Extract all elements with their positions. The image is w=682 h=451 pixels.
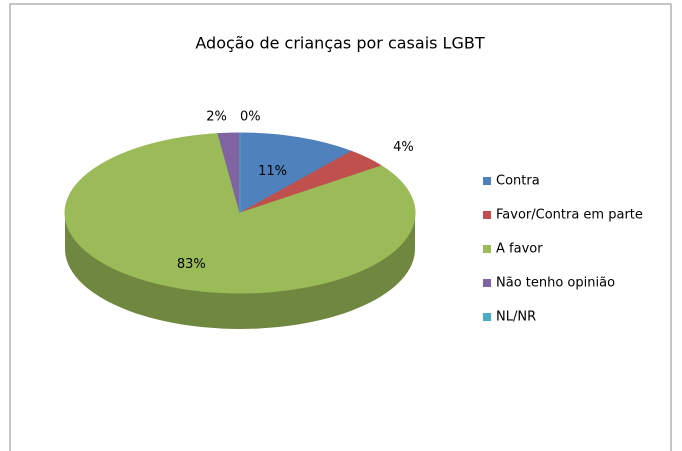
legend-swatch (483, 313, 491, 321)
chart-title: Adoção de crianças por casais LGBT (195, 34, 484, 53)
legend-label: Contra (496, 174, 540, 189)
legend-label: NL/NR (496, 310, 536, 325)
legend-swatch (483, 245, 491, 253)
data-label: 2% (206, 110, 227, 125)
legend-label: Favor/Contra em parte (496, 208, 643, 223)
legend-label: A favor (496, 242, 543, 257)
pie-slice (239, 132, 353, 214)
pie-slice (64, 133, 416, 294)
data-label: 11% (258, 164, 287, 179)
legend-label: Não tenho opinião (496, 276, 615, 291)
legend-swatch (483, 211, 491, 219)
pie-side (65, 213, 415, 329)
data-label: 0% (240, 110, 261, 125)
data-label: 4% (393, 140, 414, 155)
legend-swatch (483, 177, 491, 185)
legend-swatch (483, 279, 491, 287)
data-label: 83% (177, 257, 206, 272)
